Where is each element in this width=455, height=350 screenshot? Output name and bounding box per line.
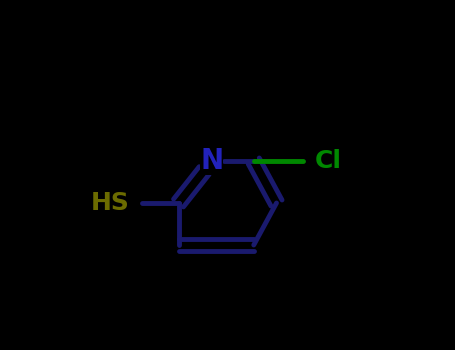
Text: Cl: Cl — [315, 149, 342, 173]
Text: N: N — [200, 147, 223, 175]
Text: HS: HS — [91, 191, 130, 215]
